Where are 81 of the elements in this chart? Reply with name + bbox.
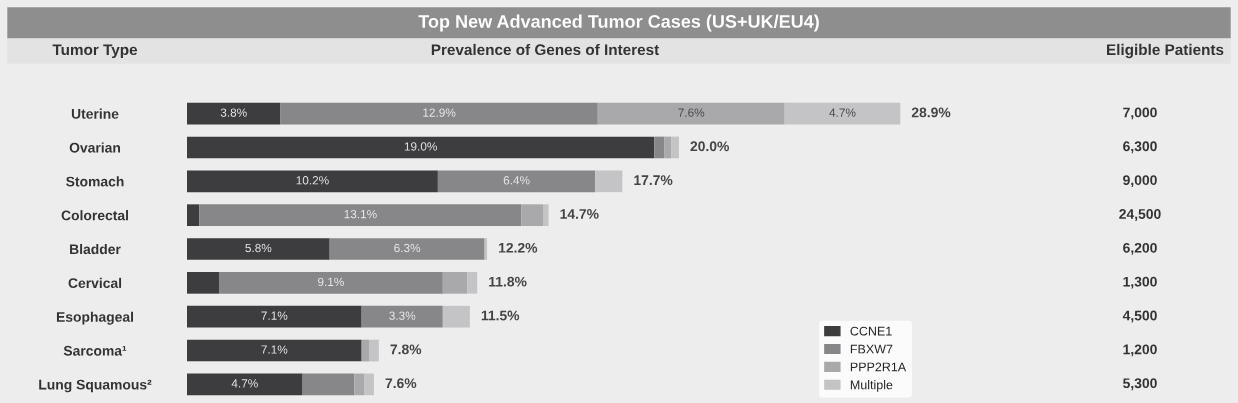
bar (364, 373, 374, 396)
bar (664, 136, 672, 159)
chart-title: Top New Advanced Tumor Cases (US+UK/EU4) (418, 14, 819, 32)
bar (187, 272, 219, 294)
data-label: 3.8% (220, 108, 247, 117)
bar (187, 373, 303, 396)
text: 1,200 (1123, 344, 1157, 357)
bar (199, 204, 522, 226)
text: 24,500 (1119, 209, 1161, 221)
bar (597, 102, 785, 125)
y-tick-label: Sarcoma¹ (63, 345, 127, 356)
bar (595, 170, 623, 193)
text: 6,200 (1123, 242, 1157, 255)
y-tick-label: Esophageal (56, 311, 133, 325)
bar (218, 272, 443, 294)
data-label: 10.2% (296, 176, 329, 185)
bar (280, 102, 598, 125)
bar (671, 136, 679, 159)
bar (187, 305, 362, 328)
bar (187, 136, 655, 159)
total-label: 7.6% (385, 378, 417, 389)
text: 9,000 (1123, 175, 1157, 188)
bar (437, 170, 596, 193)
bar (467, 272, 478, 294)
bar (361, 305, 443, 328)
legend-label: FBXW7 (850, 344, 893, 354)
y-tick-label: Uterine (71, 108, 119, 119)
total-label: 17.7% (634, 175, 673, 186)
total-label: 28.9% (911, 107, 951, 118)
data-label: 13.1% (344, 209, 377, 219)
legend-label: PPP2R1A (850, 362, 907, 372)
y-tick-label: Ovarian (69, 142, 120, 153)
bar (187, 102, 281, 125)
bar (654, 136, 665, 159)
total-label: 20.0% (690, 141, 729, 152)
data-label: 7.1% (261, 345, 288, 354)
text: Eligible Patients (1107, 43, 1224, 59)
data-label: 5.8% (245, 243, 272, 253)
bar (784, 102, 901, 125)
data-label: 12.9% (423, 108, 456, 117)
text: 7,000 (1123, 107, 1157, 120)
legend-label: CCNE1 (850, 326, 892, 336)
data-label: 19.0% (404, 142, 437, 151)
data-label: 6.4% (503, 176, 530, 185)
y-tick-label: Stomach (66, 176, 124, 187)
total-label: 12.2% (499, 242, 538, 253)
bar (354, 373, 365, 396)
text: 5,300 (1123, 378, 1157, 391)
y-tick-label: Bladder (70, 243, 121, 255)
total-label: 11.8% (489, 276, 527, 287)
data-label: 4.7% (231, 379, 258, 388)
bar (369, 339, 379, 362)
bar (442, 305, 470, 328)
total-label: 7.8% (390, 344, 422, 355)
total-label: 14.7% (560, 209, 599, 219)
data-label: 4.7% (829, 108, 856, 117)
data-label: 3.3% (389, 311, 416, 320)
bar (329, 238, 485, 260)
y-axis-title: Tumor Type (52, 44, 138, 59)
bar (302, 373, 355, 396)
bar (543, 204, 549, 226)
data-label: 6.3% (394, 243, 421, 253)
text: 1,300 (1123, 276, 1157, 289)
y-tick-label: Cervical (68, 277, 122, 289)
bar (187, 204, 200, 226)
data-label: 7.1% (261, 311, 288, 320)
bar (187, 238, 330, 260)
bar (361, 339, 370, 362)
bar (187, 339, 362, 362)
x-axis-title: Prevalence of Genes of Interest (431, 43, 660, 56)
text: 4,500 (1122, 310, 1157, 323)
bar (442, 272, 468, 294)
legend-label: Multiple (850, 380, 893, 392)
y-tick-label: Colorectal (61, 210, 128, 221)
text: 6,300 (1123, 141, 1157, 154)
bar (187, 170, 438, 193)
data-label: 7.6% (678, 108, 705, 117)
total-label: 11.5% (481, 310, 520, 321)
bar (521, 204, 544, 226)
y-tick-label: Lung Squamous² (39, 379, 152, 393)
data-label: 9.1% (317, 277, 344, 287)
